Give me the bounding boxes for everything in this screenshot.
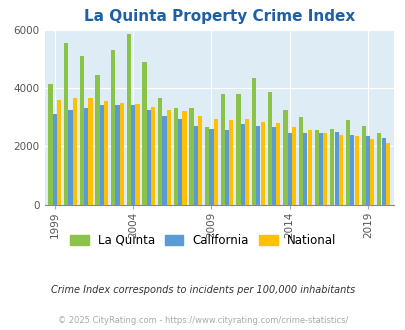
Bar (158, 98, 162, 205)
Legend: La Quinta, California, National: La Quinta, California, National (65, 229, 340, 251)
Bar (126, 34, 130, 205)
Bar (162, 116, 166, 205)
Bar (119, 103, 124, 205)
Title: La Quinta Property Crime Index: La Quinta Property Crime Index (83, 9, 354, 24)
Bar (193, 126, 197, 205)
Bar (307, 130, 311, 205)
Bar (240, 124, 244, 205)
Bar (381, 138, 385, 205)
Bar (68, 110, 72, 205)
Bar (376, 133, 381, 205)
Bar (209, 129, 213, 205)
Bar (151, 107, 155, 205)
Bar (53, 114, 57, 205)
Bar (329, 129, 334, 205)
Bar (135, 104, 139, 205)
Bar (267, 92, 271, 205)
Bar (177, 118, 182, 205)
Bar (314, 130, 318, 205)
Bar (287, 133, 291, 205)
Bar (291, 127, 295, 205)
Bar (57, 100, 61, 205)
Bar (229, 120, 233, 205)
Bar (244, 118, 249, 205)
Bar (205, 127, 209, 205)
Bar (260, 121, 264, 205)
Bar (173, 108, 177, 205)
Bar (365, 136, 369, 205)
Bar (79, 56, 84, 205)
Bar (88, 98, 92, 205)
Bar (252, 78, 256, 205)
Bar (303, 133, 307, 205)
Bar (142, 62, 146, 205)
Text: © 2025 CityRating.com - https://www.cityrating.com/crime-statistics/: © 2025 CityRating.com - https://www.city… (58, 315, 347, 325)
Bar (95, 75, 99, 205)
Bar (213, 118, 217, 205)
Bar (224, 130, 228, 205)
Bar (385, 143, 389, 205)
Bar (334, 132, 338, 205)
Bar (275, 123, 280, 205)
Text: Crime Index corresponds to incidents per 100,000 inhabitants: Crime Index corresponds to incidents per… (51, 285, 354, 295)
Bar (111, 50, 115, 205)
Bar (115, 106, 119, 205)
Bar (220, 94, 224, 205)
Bar (100, 106, 104, 205)
Bar (350, 135, 354, 205)
Bar (198, 116, 202, 205)
Bar (64, 43, 68, 205)
Bar (182, 111, 186, 205)
Bar (345, 120, 349, 205)
Bar (271, 127, 275, 205)
Bar (322, 133, 326, 205)
Bar (256, 126, 260, 205)
Bar (72, 98, 77, 205)
Bar (48, 83, 53, 205)
Bar (361, 126, 365, 205)
Bar (84, 108, 88, 205)
Bar (298, 117, 303, 205)
Bar (369, 139, 373, 205)
Bar (104, 101, 108, 205)
Bar (354, 136, 358, 205)
Bar (318, 133, 322, 205)
Bar (189, 108, 193, 205)
Bar (338, 135, 342, 205)
Bar (146, 110, 151, 205)
Bar (236, 94, 240, 205)
Bar (283, 110, 287, 205)
Bar (131, 106, 135, 205)
Bar (166, 110, 171, 205)
